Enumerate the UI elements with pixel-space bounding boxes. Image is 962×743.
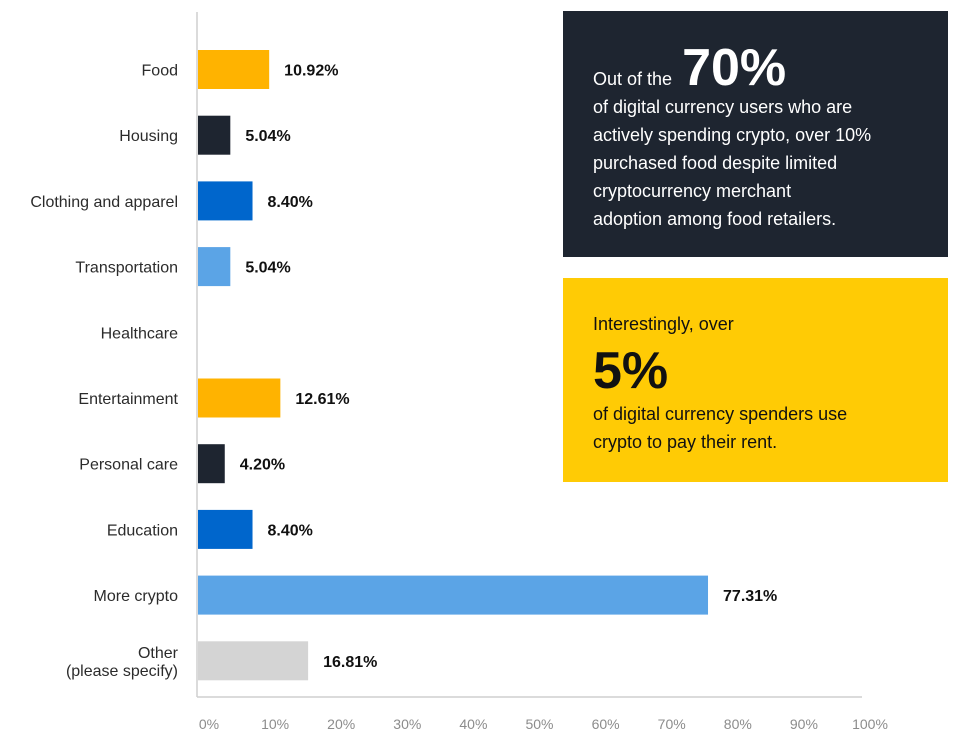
callout-dark-line: of digital currency users who are xyxy=(593,97,853,117)
callout-dark-line: adoption among food retailers. xyxy=(593,209,837,229)
callout-dark-line: purchased food despite limited xyxy=(593,153,838,173)
category-label: Food xyxy=(142,63,178,80)
callout-dark-line: cryptocurrency merchant xyxy=(593,181,792,201)
bar xyxy=(198,50,270,89)
category-label: Clothing and apparel xyxy=(30,194,178,211)
category-label: Personal care xyxy=(79,457,178,474)
x-tick-label: 30% xyxy=(393,716,421,732)
bar xyxy=(198,115,231,155)
callout-dark: Out of the 70% of digital currency users… xyxy=(563,11,948,257)
value-label: 12.61% xyxy=(295,391,349,408)
callout-yellow-lead: Interestingly, over xyxy=(593,314,734,334)
x-tick-label: 0% xyxy=(199,716,219,732)
category-label: Transportation xyxy=(75,260,178,277)
callout-dark-stat: 70% xyxy=(682,39,787,97)
x-tick-label: 40% xyxy=(459,716,487,732)
value-label: 5.04% xyxy=(245,128,290,145)
callout-dark-lead-line: Out of the 70% xyxy=(593,39,920,97)
x-tick-label: 50% xyxy=(525,716,553,732)
category-label: Healthcare xyxy=(101,325,178,342)
value-label: 8.40% xyxy=(268,522,313,539)
x-tick-label: 20% xyxy=(327,716,355,732)
value-label: 5.04% xyxy=(245,260,290,277)
callout-yellow-line: crypto to pay their rent. xyxy=(593,432,778,452)
value-label: 10.92% xyxy=(284,63,338,80)
value-label: 77.31% xyxy=(723,588,777,605)
x-tick-label: 70% xyxy=(658,716,686,732)
value-label: 4.20% xyxy=(240,457,285,474)
bar xyxy=(198,641,309,681)
callout-dark-line: actively spending crypto, over 10% xyxy=(593,125,872,145)
x-tick-label: 90% xyxy=(790,716,818,732)
callout-yellow-stat: 5% xyxy=(593,342,669,400)
bar xyxy=(198,444,225,484)
category-label: Education xyxy=(107,522,178,539)
x-tick-label: 60% xyxy=(592,716,620,732)
bar xyxy=(198,247,231,287)
callout-yellow: Interestingly, over 5% of digital curren… xyxy=(563,278,948,482)
x-tick-label: 10% xyxy=(261,716,289,732)
category-label: Other (please specify) xyxy=(66,645,179,680)
x-tick-label: 100% xyxy=(852,716,888,732)
value-label: 8.40% xyxy=(268,194,313,211)
bar xyxy=(198,575,709,615)
category-label: More crypto xyxy=(94,588,179,605)
bar xyxy=(198,181,253,221)
callout-dark-body: of digital currency users who are active… xyxy=(593,93,920,233)
category-label: Housing xyxy=(119,128,178,145)
bar xyxy=(198,509,253,549)
value-label: 16.81% xyxy=(323,654,377,671)
callout-dark-lead: Out of the xyxy=(593,69,673,89)
callout-yellow-line: of digital currency spenders use xyxy=(593,404,848,424)
category-label: Entertainment xyxy=(78,391,178,408)
bar xyxy=(198,378,281,418)
x-tick-label: 80% xyxy=(724,716,752,732)
